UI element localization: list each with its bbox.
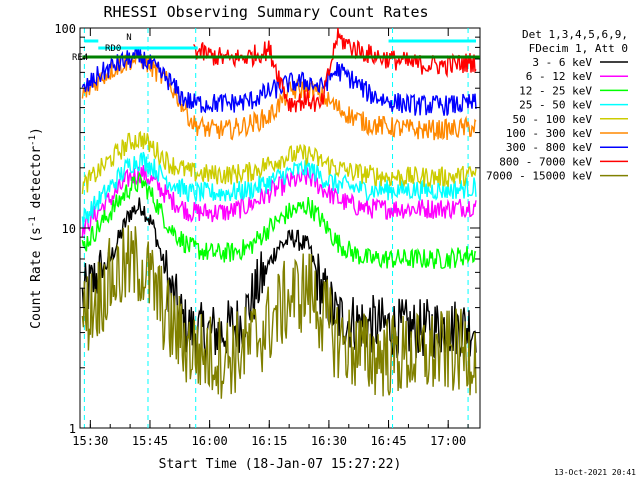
x-axis-label: Start Time (18-Jan-07 15:27:22) <box>159 457 402 472</box>
y-tick-label: 100 <box>54 22 76 36</box>
legend-entry-label: 12 - 25 keV <box>519 84 592 97</box>
flag-label: N <box>126 33 131 43</box>
x-tick-label: 16:15 <box>251 434 287 448</box>
x-tick-label: 16:30 <box>311 434 347 448</box>
legend-entry-label: 7000 - 15000 keV <box>486 170 592 183</box>
series-line <box>81 130 477 195</box>
legend-entry-label: 50 - 100 keV <box>513 113 593 126</box>
x-axis: 15:30 15:45 16:00 16:15 16:30 16:45 17:00 <box>72 28 469 448</box>
legend-entry-label: 800 - 7000 keV <box>499 155 592 168</box>
x-tick-label: 17:00 <box>430 434 466 448</box>
series-line <box>81 151 477 228</box>
legend-entry-label: 100 - 300 keV <box>506 127 592 140</box>
series-line <box>81 164 477 238</box>
series-line <box>81 171 477 269</box>
chart-title: RHESSI Observing Summary Count Rates <box>103 3 428 21</box>
series-line <box>81 197 477 363</box>
x-tick-label: 16:45 <box>370 434 406 448</box>
legend-entry-label: 3 - 6 keV <box>532 56 592 69</box>
legend-entry-label: 300 - 800 keV <box>506 141 592 154</box>
flag-label: RE4 <box>72 53 88 63</box>
y-axis-label: Count Rate (s-1 detector-1) <box>28 127 44 329</box>
series-line <box>81 225 477 399</box>
series-line <box>193 27 477 113</box>
flag-label: RD0 <box>105 44 121 54</box>
footer-timestamp: 13-Oct-2021 20:41 <box>554 468 636 477</box>
y-tick-label: 1 <box>69 422 76 436</box>
legend-entry-label: 6 - 12 keV <box>526 70 593 83</box>
legend-header-2: FDecim 1, Att 0 <box>529 42 628 55</box>
x-tick-label: 15:30 <box>72 434 108 448</box>
legend-entry-label: 25 - 50 keV <box>519 99 592 112</box>
y-tick-label: 10 <box>62 222 76 236</box>
y-axis: 1 10 100 <box>54 22 480 436</box>
series-layer <box>81 27 477 399</box>
legend-header-1: Det 1,3,4,5,6,9, <box>522 28 628 41</box>
x-tick-label: 16:00 <box>192 434 228 448</box>
flags-layer: RD0 RE4 N <box>72 33 480 63</box>
x-tick-label: 15:45 <box>132 434 168 448</box>
legend: Det 1,3,4,5,6,9, FDecim 1, Att 0 3 - 6 k… <box>486 28 628 183</box>
